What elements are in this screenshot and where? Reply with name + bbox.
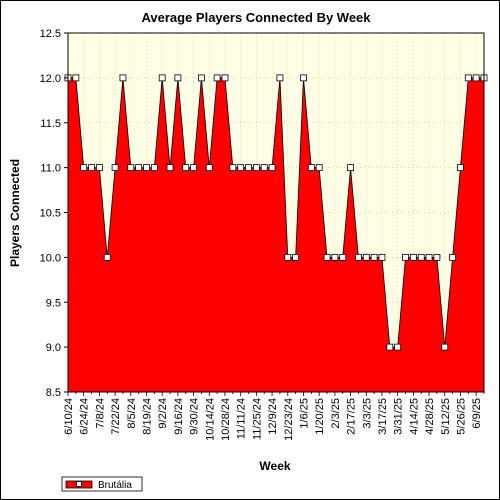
data-point-9/30/24 — [190, 164, 197, 172]
data-point-12/9/24 — [268, 164, 276, 172]
data-point-10/14/24 — [205, 164, 213, 172]
data-point-2/10/25 — [339, 253, 347, 261]
data-point-11/18/24 — [245, 164, 252, 172]
data-point-6/2/25 — [464, 74, 472, 82]
data-point-1/20/25 — [315, 164, 323, 172]
data-point-3/24/25 — [386, 343, 394, 351]
x-tick-label: 6/9/25 — [471, 398, 483, 429]
data-point-4/28/25 — [425, 253, 433, 261]
x-tick-label: 10/14/24 — [204, 398, 216, 441]
x-tick-label: 2/17/25 — [346, 398, 358, 435]
data-point-9/2/24 — [158, 74, 166, 82]
data-point-8/12/24 — [135, 164, 143, 172]
legend-label: Brutália — [98, 480, 132, 491]
x-tick-label: 6/24/24 — [79, 398, 91, 435]
data-point-1/13/25 — [307, 164, 315, 172]
y-tick-label: 10.5 — [40, 208, 61, 220]
data-point-12/16/24 — [276, 74, 284, 82]
data-point-7/8/24 — [95, 164, 103, 172]
x-tick-label: 4/28/25 — [424, 398, 436, 435]
data-point-9/16/24 — [174, 74, 182, 82]
data-point-3/17/25 — [378, 253, 386, 261]
y-tick-label: 11.5 — [40, 118, 61, 130]
y-tick-labels: 12.5 12.0 11.5 11.0 10.5 10.0 9.5 9.0 8.5 — [40, 28, 61, 399]
x-tick-label: 8/19/24 — [141, 398, 153, 435]
y-tick-label: 9.0 — [46, 342, 61, 354]
data-point-4/7/25 — [402, 253, 409, 261]
data-point-10/28/24 — [221, 74, 229, 82]
data-point-3/31/25 — [394, 343, 402, 351]
data-point-12/2/24 — [260, 164, 268, 172]
data-point-10/21/24 — [213, 74, 221, 82]
data-point-7/22/24 — [111, 164, 119, 172]
y-tick-label: 12.5 — [40, 28, 61, 40]
x-tick-label: 6/10/24 — [63, 398, 75, 435]
data-point-9/9/24 — [166, 164, 174, 172]
data-point-8/19/24 — [143, 164, 150, 172]
data-point-11/25/24 — [252, 164, 260, 172]
data-point-5/5/25 — [433, 253, 441, 261]
data-point-5/19/25 — [449, 253, 457, 261]
y-tick-label: 12.0 — [40, 73, 61, 85]
x-tick-label: 2/3/25 — [330, 398, 342, 429]
x-tick-label: 12/23/24 — [283, 398, 295, 441]
x-tick-label: 11/25/24 — [251, 398, 263, 440]
data-point-7/15/24 — [103, 253, 111, 261]
x-axis-title: Week — [259, 459, 290, 473]
x-tick-label: 9/16/24 — [173, 398, 185, 435]
y-axis-title: Players Connected — [8, 159, 22, 267]
data-point-4/14/25 — [409, 253, 417, 261]
data-point-1/6/25 — [300, 74, 307, 82]
series-area-fill — [68, 77, 484, 392]
x-tick-label: 1/20/25 — [314, 398, 326, 435]
data-point-4/21/25 — [417, 253, 425, 261]
data-point-5/12/25 — [441, 343, 449, 351]
x-tick-label: 7/8/24 — [94, 398, 106, 429]
x-tick-label: 1/6/25 — [298, 398, 310, 429]
y-tick-label: 10.0 — [40, 252, 61, 264]
data-point-12/23/24 — [284, 253, 292, 261]
data-point-2/17/25 — [347, 164, 354, 172]
x-tick-label: 4/14/25 — [408, 398, 420, 435]
data-point-6/24/24 — [80, 164, 88, 172]
data-point-3/3/25 — [362, 253, 370, 261]
data-point-8/26/24 — [150, 164, 158, 172]
data-point-7/29/24 — [119, 74, 127, 82]
data-point-6/9/25 — [472, 74, 480, 82]
data-point-12/30/24 — [292, 253, 300, 261]
data-point-1/27/25 — [323, 253, 331, 261]
legend-marker — [76, 481, 82, 487]
x-tick-label: 9/30/24 — [189, 398, 201, 435]
data-point-6/17/24 — [72, 74, 80, 82]
chart-title: Average Players Connected By Week — [141, 10, 371, 25]
x-tick-label: 3/17/25 — [377, 398, 389, 435]
x-tick-label: 8/5/24 — [126, 398, 138, 429]
data-point-2/3/25 — [331, 253, 339, 261]
x-tick-label: 11/11/24 — [236, 398, 248, 439]
data-point-2/24/25 — [355, 253, 362, 261]
data-point-11/4/24 — [229, 164, 237, 172]
x-tick-label: 3/3/25 — [361, 398, 373, 429]
data-point-3/10/25 — [370, 253, 378, 261]
y-tick-label: 8.5 — [46, 387, 61, 399]
x-tick-label: 7/22/24 — [110, 398, 122, 435]
x-tick-label: 3/31/25 — [393, 398, 405, 435]
data-point-8/5/24 — [127, 164, 135, 172]
x-tick-label: 5/12/25 — [440, 398, 452, 435]
x-tick-label: 12/9/24 — [267, 398, 279, 435]
x-tick-label: 9/2/24 — [157, 398, 169, 429]
data-point-9/23/24 — [182, 164, 190, 172]
data-point-7/1/24 — [88, 164, 95, 172]
axes — [64, 32, 485, 396]
x-tick-label: 5/26/25 — [455, 398, 467, 435]
legend: Brutália — [61, 476, 143, 492]
y-tick-label: 9.5 — [46, 297, 61, 309]
x-tick-labels: 6/10/24 6/24/24 7/8/24 7/22/24 8/5/24 8/19/24… — [63, 398, 483, 441]
data-point-10/7/24 — [198, 74, 205, 82]
y-tick-label: 11.0 — [40, 163, 61, 175]
data-point-11/11/24 — [237, 164, 245, 172]
data-point-5/26/25 — [457, 164, 464, 172]
x-tick-label: 10/28/24 — [220, 398, 232, 441]
